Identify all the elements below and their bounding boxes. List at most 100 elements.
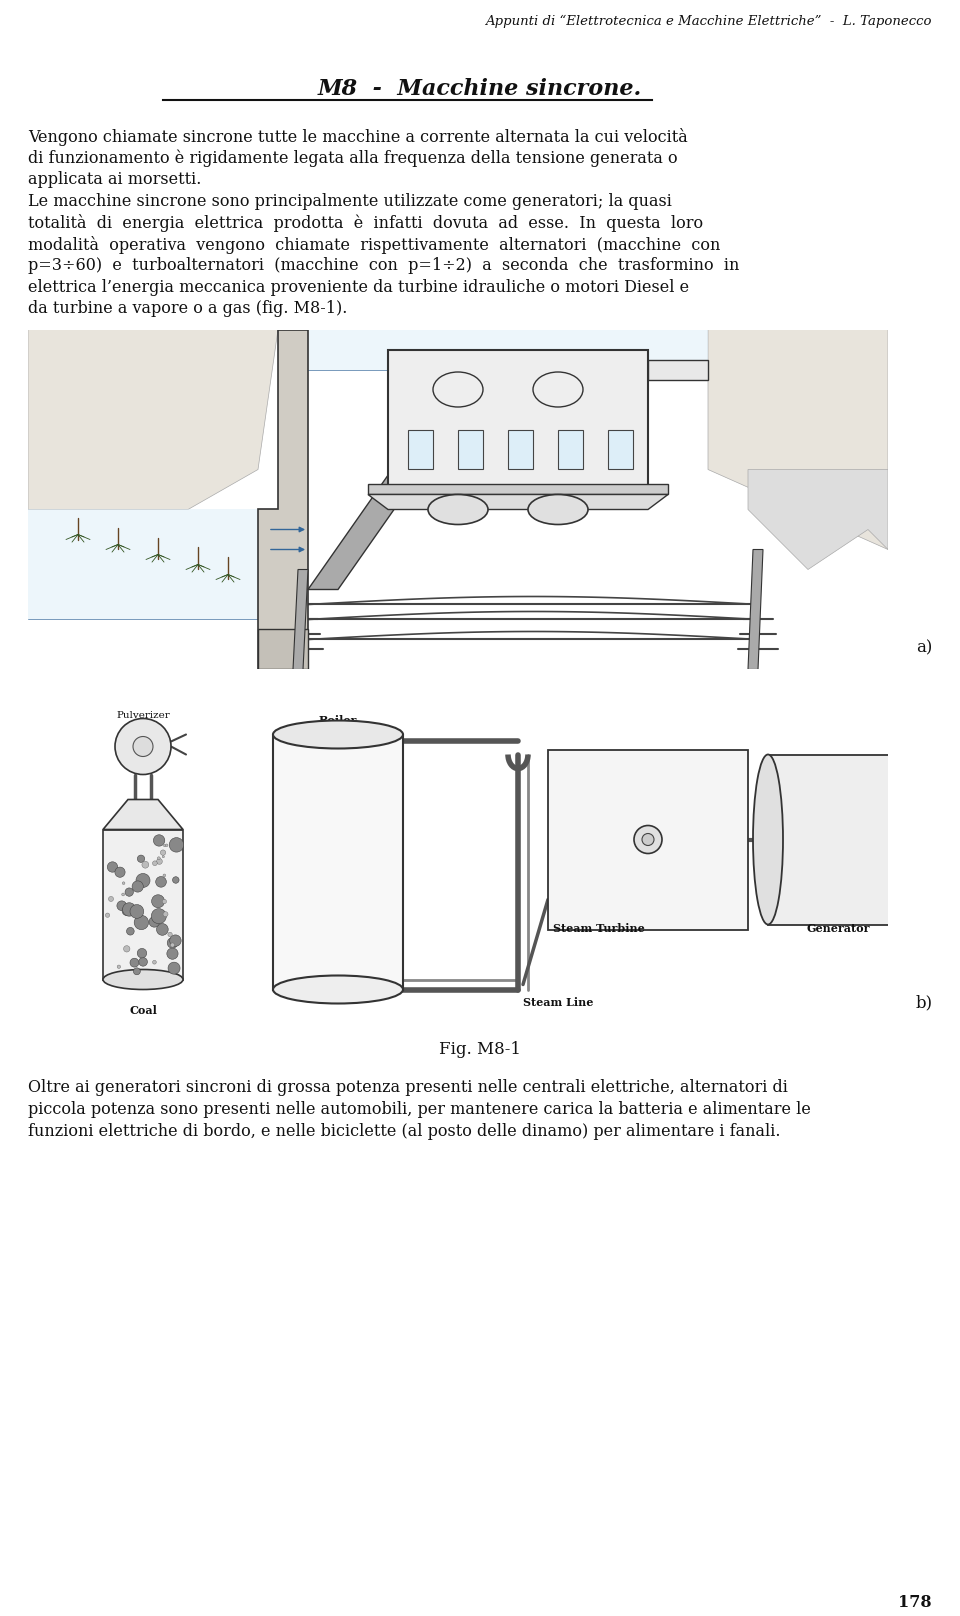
Polygon shape	[103, 800, 183, 829]
Circle shape	[167, 937, 178, 949]
Polygon shape	[548, 750, 748, 929]
Polygon shape	[28, 330, 278, 509]
Polygon shape	[608, 430, 633, 470]
Polygon shape	[273, 735, 403, 989]
Polygon shape	[648, 359, 708, 380]
Circle shape	[108, 897, 113, 902]
Circle shape	[153, 960, 156, 965]
Circle shape	[152, 895, 164, 908]
Polygon shape	[748, 470, 888, 569]
Polygon shape	[308, 389, 478, 590]
Text: M8  -  Macchine sincrone.: M8 - Macchine sincrone.	[318, 78, 642, 100]
Text: elettrica l’energia meccanica proveniente da turbine idrauliche o motori Diesel : elettrica l’energia meccanica provenient…	[28, 278, 689, 296]
Polygon shape	[258, 630, 308, 669]
Polygon shape	[368, 494, 668, 509]
Circle shape	[163, 874, 166, 877]
Text: funzioni elettriche di bordo, e nelle biciclette (al posto delle dinamo) per ali: funzioni elettriche di bordo, e nelle bi…	[28, 1123, 780, 1139]
Circle shape	[115, 719, 171, 774]
Text: piccola potenza sono presenti nelle automobili, per mantenere carica la batteria: piccola potenza sono presenti nelle auto…	[28, 1100, 811, 1118]
Polygon shape	[708, 330, 888, 549]
Circle shape	[153, 861, 157, 866]
Polygon shape	[388, 349, 648, 490]
Circle shape	[168, 932, 172, 937]
Polygon shape	[458, 430, 483, 470]
Polygon shape	[768, 755, 908, 924]
Circle shape	[156, 858, 162, 865]
Circle shape	[139, 958, 148, 966]
Ellipse shape	[103, 970, 183, 989]
Circle shape	[170, 936, 181, 947]
Text: Fig. M8-1: Fig. M8-1	[439, 1041, 521, 1058]
Ellipse shape	[428, 494, 488, 525]
Ellipse shape	[273, 721, 403, 748]
Circle shape	[133, 968, 140, 974]
Circle shape	[137, 855, 145, 863]
Circle shape	[156, 924, 168, 936]
Ellipse shape	[753, 755, 783, 924]
Circle shape	[136, 874, 150, 887]
Circle shape	[173, 877, 180, 884]
Text: Le macchine sincrone sono principalmente utilizzate come generatori; la quasi: Le macchine sincrone sono principalmente…	[28, 192, 672, 210]
Text: totalità  di  energia  elettrica  prodotta  è  infatti  dovuta  ad  esse.  In  q: totalità di energia elettrica prodotta è…	[28, 213, 703, 233]
Circle shape	[142, 861, 149, 868]
Circle shape	[123, 903, 136, 916]
Text: Generator: Generator	[806, 923, 870, 934]
Circle shape	[160, 850, 166, 855]
Circle shape	[156, 876, 166, 887]
Circle shape	[122, 907, 132, 916]
Circle shape	[167, 949, 178, 960]
Circle shape	[162, 855, 164, 858]
Text: applicata ai morsetti.: applicata ai morsetti.	[28, 171, 202, 187]
Text: da turbine a vapore o a gas (fig. M8-1).: da turbine a vapore o a gas (fig. M8-1).	[28, 301, 348, 317]
Text: Coal: Coal	[129, 1005, 156, 1015]
Circle shape	[125, 887, 133, 897]
Text: Steam Line: Steam Line	[523, 997, 593, 1007]
Polygon shape	[368, 485, 668, 494]
Polygon shape	[308, 330, 708, 370]
Circle shape	[122, 894, 125, 895]
Circle shape	[169, 837, 183, 852]
Text: Vengono chiamate sincrone tutte le macchine a corrente alternata la cui velocità: Vengono chiamate sincrone tutte le macch…	[28, 128, 687, 145]
Polygon shape	[258, 330, 308, 669]
Circle shape	[634, 826, 662, 853]
Polygon shape	[293, 569, 308, 669]
Text: Boiler: Boiler	[319, 714, 357, 726]
Polygon shape	[408, 430, 433, 470]
Circle shape	[162, 900, 166, 903]
Circle shape	[165, 844, 168, 847]
Text: 178: 178	[899, 1593, 932, 1611]
Text: Steam Turbine: Steam Turbine	[553, 923, 645, 934]
Circle shape	[130, 958, 139, 966]
Circle shape	[154, 835, 165, 847]
Ellipse shape	[273, 976, 403, 1004]
Circle shape	[117, 965, 121, 968]
Text: b): b)	[916, 994, 933, 1012]
Circle shape	[170, 942, 175, 947]
Polygon shape	[748, 549, 763, 669]
Circle shape	[163, 845, 166, 847]
Ellipse shape	[528, 494, 588, 525]
Circle shape	[137, 949, 147, 958]
Text: a): a)	[916, 640, 932, 656]
Text: p=3÷60)  e  turboalternatori  (macchine  con  p=1÷2)  a  seconda  che  trasformi: p=3÷60) e turboalternatori (macchine con…	[28, 257, 739, 275]
Circle shape	[115, 868, 125, 877]
Circle shape	[122, 882, 125, 884]
Text: Pulverizer: Pulverizer	[116, 711, 170, 719]
Ellipse shape	[893, 755, 923, 924]
Circle shape	[124, 945, 130, 952]
Circle shape	[157, 856, 160, 860]
Text: Appunti di “Elettrotecnica e Macchine Elettriche”  -  L. Taponecco: Appunti di “Elettrotecnica e Macchine El…	[486, 15, 932, 27]
Circle shape	[117, 900, 127, 910]
Circle shape	[134, 915, 149, 929]
Circle shape	[132, 881, 143, 892]
Text: modalità  operativa  vengono  chiamate  rispettivamente  alternatori  (macchine : modalità operativa vengono chiamate risp…	[28, 236, 720, 254]
Circle shape	[108, 861, 118, 873]
Circle shape	[127, 928, 134, 936]
Circle shape	[642, 834, 654, 845]
Circle shape	[152, 908, 166, 924]
Polygon shape	[508, 430, 533, 470]
Polygon shape	[28, 509, 258, 619]
Circle shape	[149, 916, 159, 928]
Circle shape	[130, 905, 144, 918]
Polygon shape	[558, 430, 583, 470]
